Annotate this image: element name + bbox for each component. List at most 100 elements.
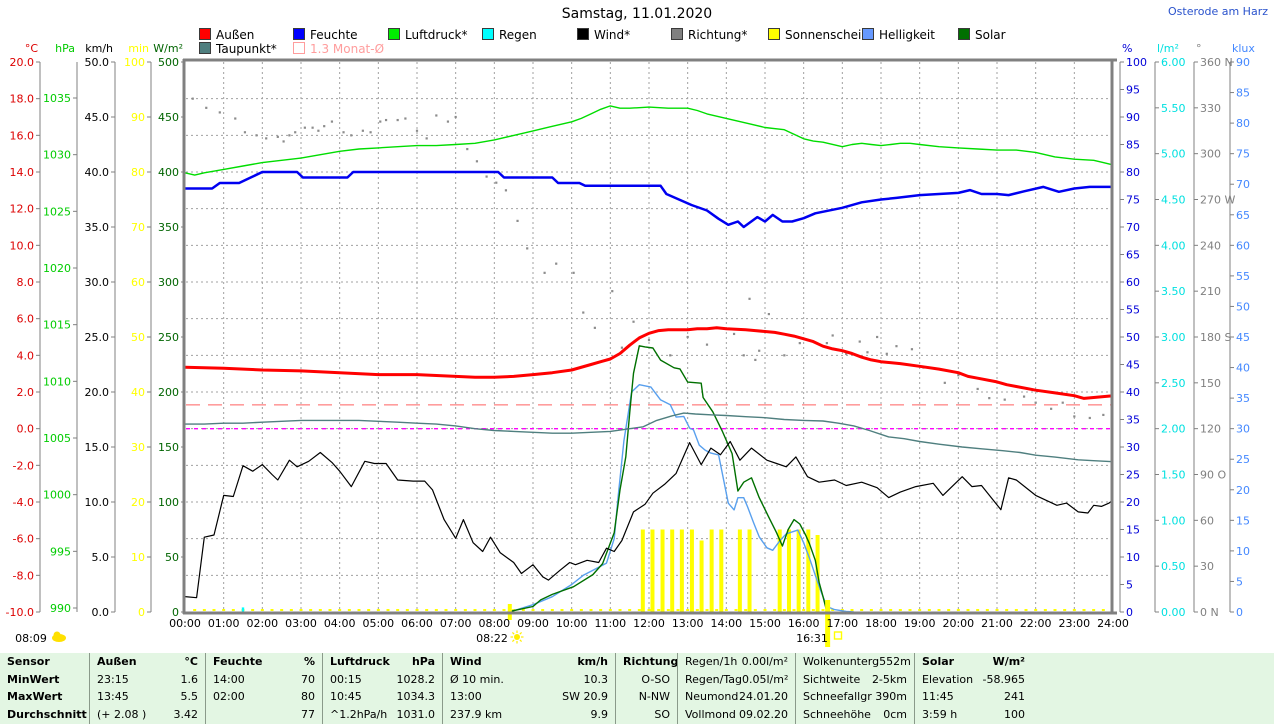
legend-item-wind-[interactable]: Wind* bbox=[577, 28, 630, 42]
richtung-dot bbox=[988, 397, 991, 400]
legend-checkbox[interactable] bbox=[577, 28, 589, 40]
richtung-dot bbox=[425, 137, 428, 140]
sunshine-bar bbox=[747, 529, 752, 612]
table-cell-label: Sichtweite bbox=[803, 672, 861, 686]
legend-item-sonnenschein[interactable]: Sonnenschein bbox=[768, 28, 869, 42]
richtung-dot bbox=[732, 332, 736, 336]
sun-icon-ray bbox=[519, 639, 523, 643]
legend-checkbox[interactable] bbox=[482, 28, 494, 40]
table-col-regen: Regen/1h 0.00l/m² Regen/Tag 0.05l/m² Neumond… bbox=[677, 653, 795, 724]
axis-tick-label: 25 bbox=[1126, 469, 1140, 482]
legend-checkbox[interactable] bbox=[199, 28, 211, 40]
axis-tick-label: 10.0 bbox=[10, 239, 35, 252]
sunshine-zero-dot bbox=[734, 609, 738, 611]
table-cell-value: 70 bbox=[301, 672, 315, 686]
table-row-header: Durchschnitt bbox=[7, 707, 87, 721]
legend-item-luftdruck-[interactable]: Luftdruck* bbox=[388, 28, 468, 42]
table-cell-label: 00:15 bbox=[330, 672, 362, 686]
richtung-dot bbox=[1088, 416, 1091, 420]
axis-tick-label: 1005 bbox=[43, 432, 71, 445]
axis-tick-label: 85 bbox=[1236, 87, 1250, 100]
richtung-dot bbox=[885, 352, 888, 355]
axis-tick-label: 5.50 bbox=[1161, 102, 1186, 115]
axis-tick-label: 270 W bbox=[1200, 193, 1235, 206]
sunshine-zero-dot bbox=[521, 609, 525, 611]
table-cell-label: 3:59 h bbox=[922, 707, 958, 721]
axis-tick-label: 70 bbox=[1126, 221, 1140, 234]
sunshine-zero-dot bbox=[811, 609, 815, 611]
axis-tick-label: 0 N bbox=[1200, 606, 1219, 619]
table-cell-label: 14:00 bbox=[213, 672, 245, 686]
axis-tick-label: 20 bbox=[131, 496, 145, 509]
axis-tick-label: 25 bbox=[1236, 453, 1250, 466]
sunshine-zero-dot bbox=[1014, 609, 1018, 611]
sunshine-zero-dot bbox=[1063, 609, 1067, 611]
table-row: (+ 2.08 ) 3.42 bbox=[90, 706, 205, 724]
sunshine-bar bbox=[709, 529, 714, 612]
legend-checkbox[interactable] bbox=[199, 42, 211, 54]
richtung-dot bbox=[632, 320, 635, 323]
legend-item-solar[interactable]: Solar bbox=[958, 28, 1006, 42]
legend-checkbox[interactable] bbox=[768, 28, 780, 40]
legend-item-taupunkt-[interactable]: Taupunkt* bbox=[199, 42, 277, 56]
axis-tick-label: -4.0 bbox=[13, 496, 34, 509]
axis-tick-label: -2.0 bbox=[13, 459, 34, 472]
legend-checkbox[interactable] bbox=[293, 28, 305, 40]
legend-item-1-3-monat-[interactable]: 1.3 Monat-Ø bbox=[293, 42, 385, 56]
legend-checkbox[interactable] bbox=[671, 28, 683, 40]
axis-tick-label: 50.0 bbox=[85, 56, 110, 69]
legend-label: 1.3 Monat-Ø bbox=[310, 42, 385, 56]
table-row: 3:59 h 100 bbox=[915, 706, 1032, 724]
richtung-dot bbox=[323, 125, 326, 128]
legend-checkbox[interactable] bbox=[862, 28, 874, 40]
axis-tick-label: 60 bbox=[1126, 276, 1140, 289]
axis-tick-label: 150 bbox=[1200, 377, 1221, 390]
axis-tick-label: 90 bbox=[1126, 111, 1140, 124]
sunshine-zero-dot bbox=[966, 609, 970, 611]
sunshine-bar bbox=[796, 529, 801, 612]
table-cell-label: 237.9 km bbox=[450, 707, 503, 721]
sunshine-zero-dot bbox=[376, 609, 380, 611]
axis-tick-label: 2.00 bbox=[1161, 423, 1186, 436]
sunshine-zero-dot bbox=[483, 609, 487, 611]
series-taupunkt bbox=[185, 412, 1114, 463]
legend-item-au-en[interactable]: Außen bbox=[199, 28, 254, 42]
table-cell-value: 09.02.20 bbox=[739, 707, 788, 721]
axis-tick-label: 180 S bbox=[1200, 331, 1231, 344]
legend-item-feuchte[interactable]: Feuchte bbox=[293, 28, 358, 42]
table-cell-label: Neumond bbox=[685, 690, 739, 703]
table-cell-value: SO bbox=[654, 707, 670, 721]
legend-item-regen[interactable]: Regen bbox=[482, 28, 537, 42]
legend-checkbox[interactable] bbox=[388, 28, 400, 40]
legend-label: Helligkeit bbox=[879, 28, 935, 42]
summary-table: Sensor MinWert MaxWert Durchschnitt Außen °C 2… bbox=[0, 653, 1274, 724]
table-cell-value: % bbox=[303, 655, 315, 668]
table-row: Solar W/m² bbox=[915, 653, 1032, 671]
legend-checkbox[interactable] bbox=[293, 42, 305, 54]
sunshine-zero-dot bbox=[1101, 609, 1105, 611]
table-row: Sichtweite 2-5km bbox=[796, 671, 914, 689]
series-luftdruck bbox=[184, 105, 1114, 176]
richtung-dot bbox=[342, 131, 345, 134]
legend-item-richtung-[interactable]: Richtung* bbox=[671, 28, 747, 42]
axis-tick-label: 90 bbox=[1236, 56, 1250, 69]
richtung-dot bbox=[783, 354, 786, 357]
legend-checkbox[interactable] bbox=[958, 28, 970, 40]
axis-tick-label: 40.0 bbox=[85, 166, 110, 179]
table-cell-value: -58.965 bbox=[982, 672, 1025, 686]
axis-tick-label: 2.0 bbox=[17, 386, 35, 399]
sunshine-zero-dot bbox=[628, 609, 632, 611]
sun-icon-ray bbox=[519, 631, 523, 635]
axis-tick-label: 100 bbox=[124, 56, 145, 69]
rain-tick bbox=[241, 607, 245, 612]
richtung-dot bbox=[767, 312, 770, 316]
axis-unit-label: °C bbox=[25, 42, 39, 55]
legend-item-helligkeit[interactable]: Helligkeit bbox=[862, 28, 935, 42]
richtung-dot bbox=[384, 118, 388, 122]
table-row: O-SO bbox=[616, 671, 677, 689]
table-row: 10:45 1034.3 bbox=[323, 688, 442, 706]
x-axis-label: 15:00 bbox=[749, 617, 781, 630]
richtung-dot bbox=[754, 358, 757, 362]
axis-unit-label: km/h bbox=[85, 42, 113, 55]
